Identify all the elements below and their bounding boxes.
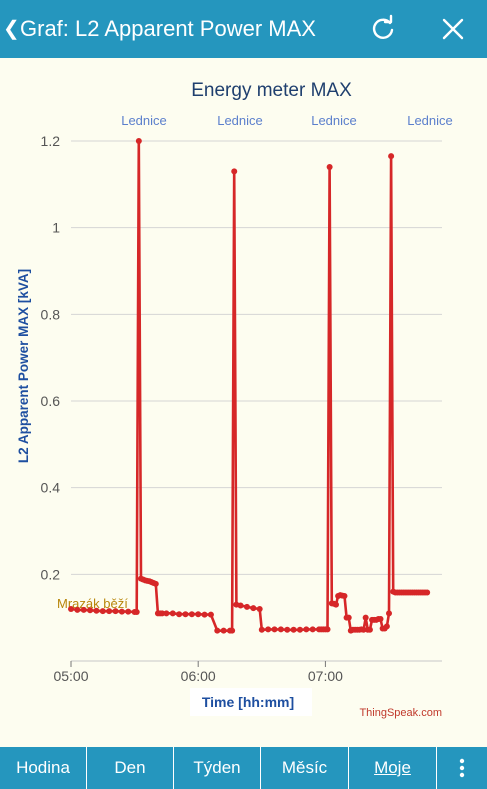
data-point xyxy=(377,615,384,622)
data-point xyxy=(125,608,132,615)
tab-týden[interactable]: Týden xyxy=(174,747,261,789)
data-point xyxy=(163,610,170,617)
tab-label: Moje xyxy=(374,758,411,777)
data-point xyxy=(243,603,250,610)
data-point xyxy=(188,611,195,618)
data-point xyxy=(386,610,392,617)
data-point xyxy=(106,608,113,615)
tab-label: Týden xyxy=(193,758,241,777)
y-tick-label: 1 xyxy=(52,220,60,236)
data-point xyxy=(237,602,244,609)
chart-annotation: Mrazák běží xyxy=(57,596,128,611)
x-axis-label: Time [hh:mm] xyxy=(202,694,294,710)
data-point xyxy=(231,168,238,175)
y-tick-label: 0.2 xyxy=(41,566,61,582)
data-point xyxy=(74,606,81,613)
data-point xyxy=(229,627,236,634)
data-point xyxy=(112,608,119,615)
data-point xyxy=(250,605,257,612)
data-point xyxy=(68,606,74,612)
x-tick-label: 05:00 xyxy=(53,668,88,684)
data-point xyxy=(366,626,373,633)
chart-annotation: Lednice xyxy=(407,113,453,128)
data-point xyxy=(271,626,278,633)
data-point xyxy=(388,153,395,160)
chart-credit: ThingSpeak.com xyxy=(359,707,442,719)
close-icon[interactable] xyxy=(438,14,468,44)
data-point xyxy=(345,614,352,621)
data-point xyxy=(87,607,94,614)
tab-label: Den xyxy=(114,758,146,777)
data-point xyxy=(80,606,87,613)
more-vertical-icon[interactable] xyxy=(437,747,487,789)
bottom-tab-bar: Hodina Den Týden Měsíc Moje xyxy=(0,747,487,789)
data-point xyxy=(362,614,369,621)
app-header: ❮ Graf: L2 Apparent Power MAX xyxy=(0,0,487,58)
tab-label: Měsíc xyxy=(281,758,328,777)
tab-moje[interactable]: Moje xyxy=(349,747,437,789)
tab-měsíc[interactable]: Měsíc xyxy=(261,747,349,789)
data-point xyxy=(424,589,431,596)
data-point xyxy=(133,609,140,616)
data-point xyxy=(333,601,339,608)
data-point xyxy=(93,607,100,614)
x-axis-label-bg xyxy=(190,688,312,716)
data-point xyxy=(303,626,310,633)
data-point xyxy=(220,627,227,634)
data-point xyxy=(309,626,316,633)
data-point xyxy=(152,580,159,587)
data-point xyxy=(284,626,291,633)
data-point xyxy=(159,610,166,617)
chart-title: Energy meter MAX xyxy=(191,80,352,101)
tab-hodina[interactable]: Hodina xyxy=(0,747,87,789)
y-tick-label: 1.2 xyxy=(41,133,61,149)
data-point xyxy=(201,611,208,618)
data-point xyxy=(195,611,202,618)
y-tick-label: 0.6 xyxy=(41,393,61,409)
data-point xyxy=(290,626,297,633)
series-line xyxy=(70,139,428,632)
chart-annotation: Lednice xyxy=(311,113,357,128)
data-point xyxy=(214,627,221,634)
data-point xyxy=(341,593,348,599)
data-point xyxy=(176,611,183,618)
x-tick-label: 06:00 xyxy=(181,668,216,684)
data-point xyxy=(169,610,176,617)
x-tick-label: 07:00 xyxy=(308,668,343,684)
y-tick-label: 0.4 xyxy=(41,480,61,496)
data-point xyxy=(135,138,142,144)
data-point xyxy=(326,164,333,170)
data-point xyxy=(324,626,331,633)
tab-den[interactable]: Den xyxy=(87,747,174,789)
tab-label: Hodina xyxy=(16,758,70,777)
chart-annotation: Lednice xyxy=(121,113,167,128)
data-point xyxy=(99,608,106,615)
data-point xyxy=(360,626,367,633)
back-icon[interactable]: ❮ xyxy=(3,18,20,40)
refresh-icon[interactable] xyxy=(368,14,398,44)
data-point xyxy=(207,611,214,618)
data-point xyxy=(265,626,272,633)
data-point xyxy=(182,611,189,618)
data-point xyxy=(383,623,390,630)
y-tick-label: 0.8 xyxy=(41,306,61,322)
data-point xyxy=(296,626,303,633)
data-point xyxy=(256,606,263,612)
data-point xyxy=(258,626,265,633)
data-point xyxy=(277,626,284,633)
chart: Energy meter MAX 0.2 0.4 0.6 0.8 1 1.2 05:00 06:… xyxy=(16,80,453,719)
chart-annotation: Lednice xyxy=(217,113,263,128)
data-point xyxy=(118,608,125,615)
page-title: Graf: L2 Apparent Power MAX xyxy=(20,16,316,41)
y-axis-label: L2 Apparent Power MAX [kVA] xyxy=(16,269,31,463)
